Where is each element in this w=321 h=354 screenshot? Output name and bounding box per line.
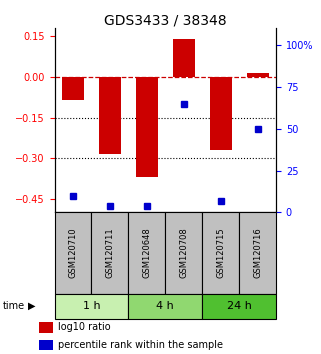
Bar xyxy=(55,294,128,319)
Bar xyxy=(99,77,121,154)
Bar xyxy=(91,212,128,294)
Text: ▶: ▶ xyxy=(28,301,36,311)
Text: 4 h: 4 h xyxy=(156,301,174,311)
Bar xyxy=(239,212,276,294)
Text: log10 ratio: log10 ratio xyxy=(57,322,110,332)
Bar xyxy=(62,77,84,100)
Bar xyxy=(128,294,202,319)
Bar xyxy=(136,77,158,177)
Bar xyxy=(202,212,239,294)
Bar xyxy=(128,212,165,294)
Bar xyxy=(173,39,195,77)
Bar xyxy=(210,77,232,150)
Text: GSM120648: GSM120648 xyxy=(142,228,152,279)
Text: GSM120710: GSM120710 xyxy=(68,228,78,279)
Bar xyxy=(55,212,91,294)
Bar xyxy=(202,294,276,319)
Bar xyxy=(39,340,53,350)
Text: 24 h: 24 h xyxy=(227,301,252,311)
Text: GSM120708: GSM120708 xyxy=(179,228,188,279)
Text: GSM120716: GSM120716 xyxy=(253,228,262,279)
Text: 1 h: 1 h xyxy=(83,301,100,311)
Title: GDS3433 / 38348: GDS3433 / 38348 xyxy=(104,13,227,27)
Bar xyxy=(165,212,202,294)
Text: GSM120715: GSM120715 xyxy=(216,228,225,279)
Text: time: time xyxy=(3,301,25,311)
Text: GSM120711: GSM120711 xyxy=(105,228,115,279)
Bar xyxy=(39,322,53,333)
Bar xyxy=(247,73,269,77)
Text: percentile rank within the sample: percentile rank within the sample xyxy=(57,340,222,350)
